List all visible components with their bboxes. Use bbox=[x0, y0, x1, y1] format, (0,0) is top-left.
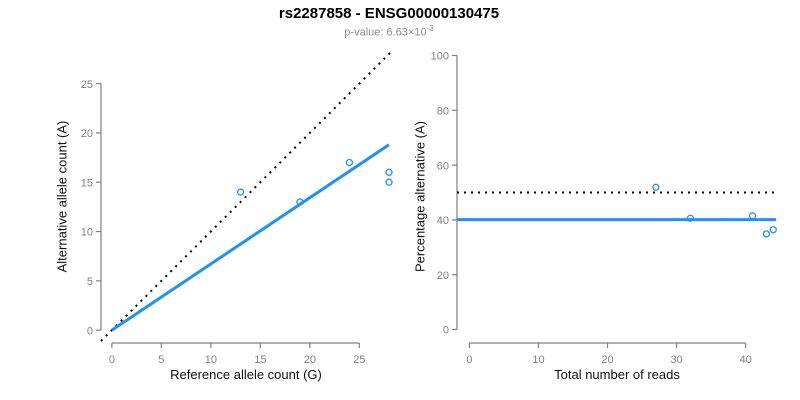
pvalue-text: p-value: 6.63×10 bbox=[344, 26, 427, 39]
y-tick-label: 5 bbox=[87, 276, 93, 288]
percentage-vs-reads-panel: 0 20 40 60 80 100 0 10 20 30 40 bbox=[431, 51, 777, 366]
x-tick-label: 15 bbox=[254, 354, 266, 366]
y-tick-label: 60 bbox=[437, 160, 449, 172]
y-tick-label: 40 bbox=[437, 215, 449, 227]
x-tick-label: 40 bbox=[739, 354, 751, 366]
data-point bbox=[296, 198, 304, 206]
x-tick-label: 20 bbox=[601, 354, 613, 366]
pvalue-exponent: -3 bbox=[426, 24, 434, 33]
left-xaxis-title: Reference allele count (G) bbox=[170, 367, 322, 382]
x-tick-label: 25 bbox=[353, 354, 365, 366]
left-yaxis-title: Alternative allele count (A) bbox=[54, 120, 70, 273]
y-tick-label: 15 bbox=[81, 177, 93, 189]
x-tick-label: 5 bbox=[158, 354, 164, 366]
data-point bbox=[345, 158, 354, 167]
y-tick-label: 0 bbox=[87, 325, 93, 337]
right-xaxis-title: Total number of reads bbox=[554, 367, 680, 382]
data-point bbox=[385, 178, 393, 186]
data-point bbox=[652, 183, 660, 191]
x-tick-label: 10 bbox=[205, 354, 217, 366]
data-point bbox=[686, 214, 695, 222]
y-tick-label: 100 bbox=[431, 51, 449, 63]
figure-subtitle: p-value: 6.63×10-3 bbox=[0, 24, 778, 39]
figure-title: rs2287858 - ENSG00000130475 bbox=[278, 5, 500, 22]
y-tick-label: 20 bbox=[437, 270, 449, 282]
x-tick-label: 0 bbox=[466, 354, 472, 366]
y-tick-label: 80 bbox=[437, 105, 449, 117]
y-tick-label: 0 bbox=[443, 325, 449, 337]
y-tick-label: 25 bbox=[81, 79, 93, 91]
data-point bbox=[762, 230, 770, 238]
data-point bbox=[748, 212, 757, 220]
y-tick-label: 20 bbox=[81, 128, 93, 140]
allele-counts-panel: 0 5 10 15 20 25 0 5 10 15 20 25 bbox=[81, 52, 393, 366]
solid-reference-line bbox=[111, 143, 390, 332]
x-tick-label: 20 bbox=[304, 354, 316, 366]
data-point bbox=[236, 188, 245, 196]
data-point bbox=[385, 168, 393, 176]
x-tick-label: 30 bbox=[670, 354, 682, 366]
y-tick-label: 10 bbox=[81, 227, 93, 239]
x-tick-label: 0 bbox=[109, 354, 115, 366]
dotted-reference-line bbox=[100, 52, 391, 342]
data-point bbox=[769, 226, 777, 234]
right-yaxis-title: Percentage alternative (A) bbox=[412, 120, 428, 273]
x-tick-label: 10 bbox=[532, 354, 544, 366]
